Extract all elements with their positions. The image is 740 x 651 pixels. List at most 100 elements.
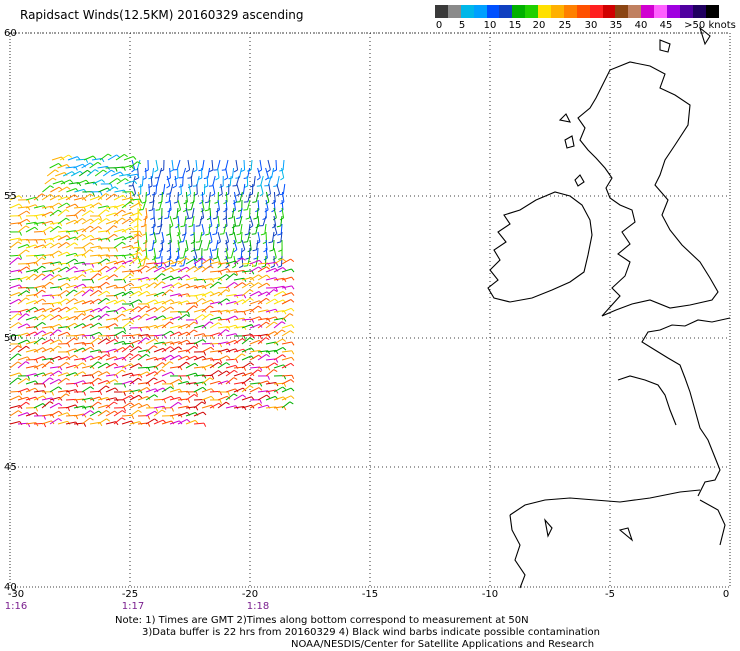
wind-barb-swath bbox=[10, 154, 294, 427]
wind-barb-flag bbox=[237, 242, 241, 243]
wind-barb-flag bbox=[106, 306, 109, 308]
wind-barb bbox=[74, 291, 83, 296]
wind-barb bbox=[154, 316, 163, 320]
wind-barb-flag bbox=[277, 234, 281, 235]
wind-barb bbox=[18, 226, 26, 232]
wind-barb-flag bbox=[219, 323, 222, 325]
wind-barb-flag bbox=[220, 359, 222, 363]
wind-barb bbox=[226, 168, 228, 178]
wind-barb-flag bbox=[131, 291, 134, 294]
wind-barb-flag bbox=[157, 226, 161, 227]
wind-barb-flag bbox=[106, 386, 109, 388]
wind-barb bbox=[106, 226, 114, 232]
wind-barb bbox=[138, 404, 147, 408]
wind-barb bbox=[34, 299, 43, 304]
wind-barb-flag bbox=[82, 210, 86, 212]
wind-barb-flag bbox=[18, 323, 21, 325]
wind-barb-flag bbox=[291, 293, 294, 296]
wind-barb-flag bbox=[68, 408, 70, 412]
wind-barb bbox=[170, 332, 179, 336]
wind-barb-flag bbox=[74, 299, 77, 301]
wind-barb-flag bbox=[74, 290, 77, 292]
wind-barb-flag bbox=[43, 348, 46, 351]
wind-barb bbox=[208, 168, 210, 178]
wind-barb-flag bbox=[251, 348, 254, 351]
wind-barb-flag bbox=[257, 178, 260, 180]
wind-barb-flag bbox=[180, 376, 182, 380]
wind-barb-flag bbox=[237, 234, 241, 235]
wind-barb-flag bbox=[114, 402, 117, 404]
wind-barb bbox=[154, 363, 162, 368]
wind-barb bbox=[191, 168, 193, 178]
wind-barb-flag bbox=[162, 282, 166, 284]
wind-barb-flag bbox=[91, 315, 94, 317]
wind-barb-flag bbox=[115, 324, 118, 327]
wind-barb-flag bbox=[84, 392, 86, 396]
wind-barb-flag bbox=[75, 323, 78, 326]
wind-barb bbox=[162, 387, 171, 392]
wind-barb-flag bbox=[82, 218, 85, 220]
wind-barb-flag bbox=[18, 258, 22, 260]
wind-barb-flag bbox=[35, 227, 38, 230]
wind-barb bbox=[66, 220, 75, 224]
wind-barb-flag bbox=[179, 380, 182, 383]
wind-barb-flag bbox=[184, 202, 188, 204]
wind-barb-flag bbox=[100, 192, 102, 196]
wind-barb bbox=[50, 315, 59, 320]
wind-barb-flag bbox=[282, 322, 285, 324]
wind-barb bbox=[191, 176, 192, 186]
wind-barb-flag bbox=[280, 178, 283, 180]
wind-barb bbox=[50, 346, 58, 352]
wind-barb bbox=[98, 314, 106, 320]
wind-barb bbox=[277, 184, 280, 194]
wind-barb-flag bbox=[291, 388, 294, 391]
wind-barb bbox=[244, 160, 245, 170]
wind-barb bbox=[250, 388, 259, 392]
wind-barb-flag bbox=[250, 338, 254, 340]
wind-barb bbox=[236, 160, 238, 170]
wind-barb-flag bbox=[218, 266, 221, 268]
wind-barb bbox=[10, 314, 18, 320]
wind-barb-flag bbox=[59, 243, 62, 246]
wind-barb-flag bbox=[140, 231, 142, 235]
wind-barb-flag bbox=[226, 266, 229, 268]
wind-barb-flag bbox=[91, 235, 94, 238]
wind-barb-flag bbox=[114, 226, 118, 228]
scale-swatch bbox=[654, 5, 667, 18]
wind-barb-flag bbox=[257, 186, 261, 187]
wind-barb bbox=[146, 267, 154, 272]
wind-barb-flag bbox=[277, 226, 281, 227]
wind-barb-flag bbox=[125, 179, 128, 181]
note-line-2: 3)Data buffer is 22 hrs from 20160329 4)… bbox=[142, 627, 600, 639]
wind-barb bbox=[58, 291, 66, 297]
wind-barb bbox=[10, 258, 18, 264]
wind-barb-flag bbox=[83, 284, 86, 287]
wind-barb bbox=[34, 322, 42, 328]
wind-barb-flag bbox=[130, 322, 133, 324]
wind-barb-flag bbox=[194, 346, 197, 348]
wind-barb-flag bbox=[106, 314, 109, 316]
wind-barb-flag bbox=[66, 378, 69, 380]
wind-barb bbox=[122, 291, 131, 296]
wind-barb bbox=[242, 378, 250, 384]
wind-barb-flag bbox=[122, 242, 125, 244]
wind-barb bbox=[98, 276, 107, 280]
wind-barb-flag bbox=[186, 258, 189, 260]
wind-barb bbox=[274, 291, 283, 296]
wind-barb bbox=[207, 176, 208, 186]
wind-barb-flag bbox=[124, 154, 127, 156]
lon-tick-label: 0 bbox=[723, 589, 729, 600]
wind-barb-flag bbox=[234, 282, 237, 284]
wind-barb-flag bbox=[242, 283, 245, 285]
wind-barb-flag bbox=[98, 402, 101, 404]
wind-barb bbox=[82, 211, 90, 216]
wind-barb bbox=[146, 339, 155, 344]
wind-barb-flag bbox=[50, 362, 54, 364]
wind-barb bbox=[82, 387, 91, 392]
wind-barb-flag bbox=[147, 404, 150, 407]
wind-barb bbox=[282, 402, 290, 408]
wind-barb bbox=[42, 194, 50, 200]
scale-label: 25 bbox=[559, 20, 572, 31]
wind-barb-flag bbox=[250, 186, 254, 187]
wind-barb-flag bbox=[171, 355, 174, 358]
